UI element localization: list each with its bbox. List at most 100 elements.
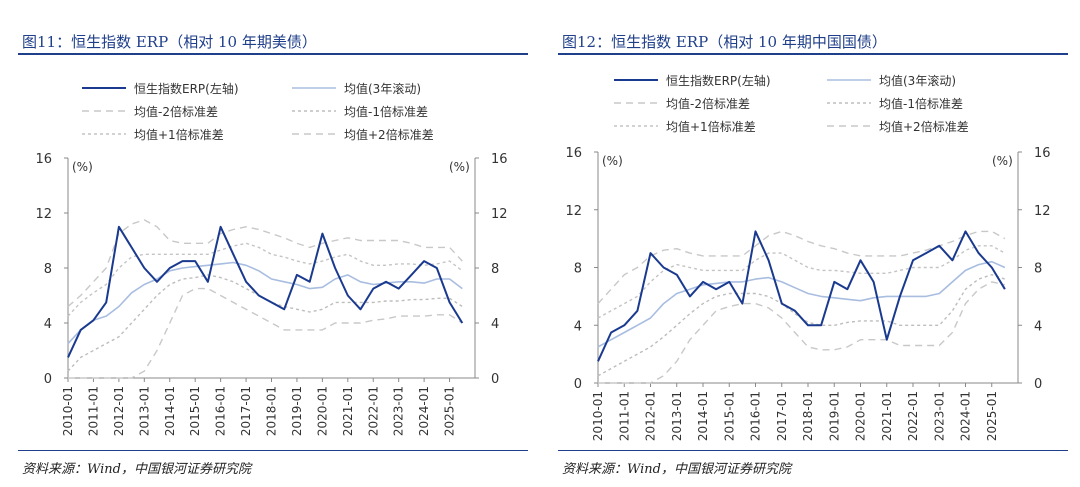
legend-item: 均值+2倍标准差: [292, 127, 434, 142]
x-tick-label: 2021-01: [880, 391, 894, 441]
x-tick-label: 2011-01: [86, 386, 100, 436]
legend-item: 均值(3年滚动): [827, 73, 956, 88]
x-tick-label: 2014-01: [696, 391, 710, 441]
x-tick-label: 2020-01: [315, 386, 329, 436]
legend-item: 均值+2倍标准差: [827, 119, 969, 134]
series-line-3: [67, 274, 463, 372]
y-tick-label-right: 4: [491, 317, 499, 332]
x-tick-label: 2013-01: [670, 391, 684, 441]
legend-item: 恒生指数ERP(左轴): [82, 81, 239, 96]
x-tick-label: 2011-01: [617, 391, 631, 441]
y-tick-label-right: 0: [1034, 377, 1042, 392]
x-tick-label: 2023-01: [932, 391, 946, 441]
x-tick-label: 2013-01: [137, 386, 151, 436]
series-line-2: [68, 287, 463, 379]
series-line-4: [597, 245, 1006, 319]
legend-item: 均值(3年滚动): [292, 81, 421, 96]
y-tick-label-left: 8: [44, 262, 52, 277]
x-tick-label: 2016-01: [749, 391, 763, 441]
y-tick-label-right: 4: [1034, 319, 1042, 334]
y-unit-left: (%): [72, 160, 93, 174]
legend-label: 均值(3年滚动): [879, 73, 956, 88]
legend-label: 均值(3年滚动): [344, 81, 421, 96]
x-tick-label: 2022-01: [906, 391, 920, 441]
series-line-1: [67, 261, 463, 345]
x-tick-label: 2017-01: [775, 391, 789, 441]
y-tick-label-right: 0: [491, 372, 499, 387]
series-line-0: [67, 225, 464, 358]
x-tick-label: 2015-01: [722, 391, 736, 441]
y-tick-label-right: 16: [491, 152, 508, 167]
x-tick-label: 2025-01: [443, 386, 457, 436]
chart-panel-left: 图11：恒生指数 ERP（相对 10 年期美债） 恒生指数ERP(左轴) 均值(3…: [18, 33, 528, 477]
y-tick-label-left: 4: [44, 317, 52, 332]
legend-item: 均值-2倍标准差: [614, 96, 750, 111]
x-tick-label: 2021-01: [341, 386, 355, 436]
y-tick-label-left: 8: [574, 262, 582, 277]
x-tick-label: 2022-01: [366, 386, 380, 436]
title-rule: [18, 53, 528, 55]
x-tick-label: 2015-01: [188, 386, 202, 436]
legend-label: 均值+1倍标准差: [134, 127, 224, 142]
y-tick-label-left: 0: [44, 372, 52, 387]
y-unit-right: (%): [449, 160, 470, 174]
chart-panel-right: 图12：恒生指数 ERP（相对 10 年期中国国债） 恒生指数ERP(左轴) 均值…: [540, 0, 1080, 487]
legend-item: 均值-1倍标准差: [292, 104, 428, 119]
y-tick-label-left: 12: [35, 207, 52, 222]
x-tick-label: 2018-01: [265, 386, 279, 436]
legend-item: 均值-2倍标准差: [82, 104, 218, 119]
title-rule: [558, 53, 1068, 55]
x-tick-label: 2025-01: [985, 391, 999, 441]
x-tick-label: 2012-01: [112, 386, 126, 436]
y-tick-label-left: 12: [565, 204, 582, 219]
source-rule: [18, 450, 528, 451]
legend-label: 均值-1倍标准差: [879, 96, 963, 111]
series-line-0: [597, 230, 1006, 362]
series-line-1: [597, 260, 1006, 348]
series-line-5: [597, 230, 1006, 305]
legend-label: 均值-1倍标准差: [344, 104, 428, 119]
y-unit-right: (%): [992, 154, 1013, 168]
y-tick-label-right: 12: [1034, 204, 1051, 219]
legend-label: 均值-2倍标准差: [134, 104, 218, 119]
figure-title: 图12：恒生指数 ERP（相对 10 年期中国国债）: [562, 33, 887, 51]
y-tick-label-right: 8: [491, 262, 499, 277]
legend-label: 均值-2倍标准差: [666, 96, 750, 111]
series-line-5: [67, 219, 463, 308]
legend-label: 均值+2倍标准差: [879, 119, 969, 134]
y-tick-label-left: 4: [574, 319, 582, 334]
figure-title: 图11：恒生指数 ERP（相对 10 年期美债）: [22, 33, 317, 51]
series-line-4: [67, 242, 463, 317]
y-tick-label-left: 0: [574, 377, 582, 392]
legend-label: 均值+2倍标准差: [344, 127, 434, 142]
legend-item: 均值+1倍标准差: [82, 127, 224, 142]
erp-vs-cn-bond-chart: 恒生指数ERP(左轴) 均值(3年滚动) 均值-2倍标准差 均值-1倍标准差均值+1倍…: [565, 73, 1051, 441]
x-tick-label: 2019-01: [827, 391, 841, 441]
source-note: 资料来源：Wind，中国银河证券研究院: [562, 462, 791, 477]
x-tick-label: 2012-01: [644, 391, 658, 441]
x-tick-label: 2018-01: [801, 391, 815, 441]
series-line-2: [598, 281, 1006, 384]
legend-item: 恒生指数ERP(左轴): [614, 73, 771, 88]
x-tick-label: 2019-01: [290, 386, 304, 436]
x-tick-label: 2016-01: [214, 386, 228, 436]
x-tick-label: 2024-01: [959, 391, 973, 441]
x-tick-label: 2010-01: [61, 386, 75, 436]
source-rule: [558, 450, 1068, 451]
legend-label: 恒生指数ERP(左轴): [666, 73, 771, 88]
x-tick-label: 2014-01: [163, 386, 177, 436]
y-tick-label-left: 16: [565, 146, 582, 161]
erp-vs-us-treasury-chart: 恒生指数ERP(左轴) 均值(3年滚动) 均值-2倍标准差 均值-1倍标准差均值+1倍…: [35, 81, 508, 436]
x-tick-label: 2017-01: [239, 386, 253, 436]
legend-item: 均值-1倍标准差: [827, 96, 963, 111]
legend-item: 均值+1倍标准差: [614, 119, 756, 134]
y-tick-label-left: 16: [35, 152, 52, 167]
legend-label: 均值+1倍标准差: [666, 119, 756, 134]
x-tick-label: 2010-01: [591, 391, 605, 441]
y-tick-label-right: 12: [491, 207, 508, 222]
y-unit-left: (%): [602, 154, 623, 168]
y-tick-label-right: 16: [1034, 146, 1051, 161]
legend-label: 恒生指数ERP(左轴): [134, 81, 239, 96]
source-note: 资料来源：Wind，中国银河证券研究院: [22, 462, 251, 477]
x-tick-label: 2023-01: [392, 386, 406, 436]
